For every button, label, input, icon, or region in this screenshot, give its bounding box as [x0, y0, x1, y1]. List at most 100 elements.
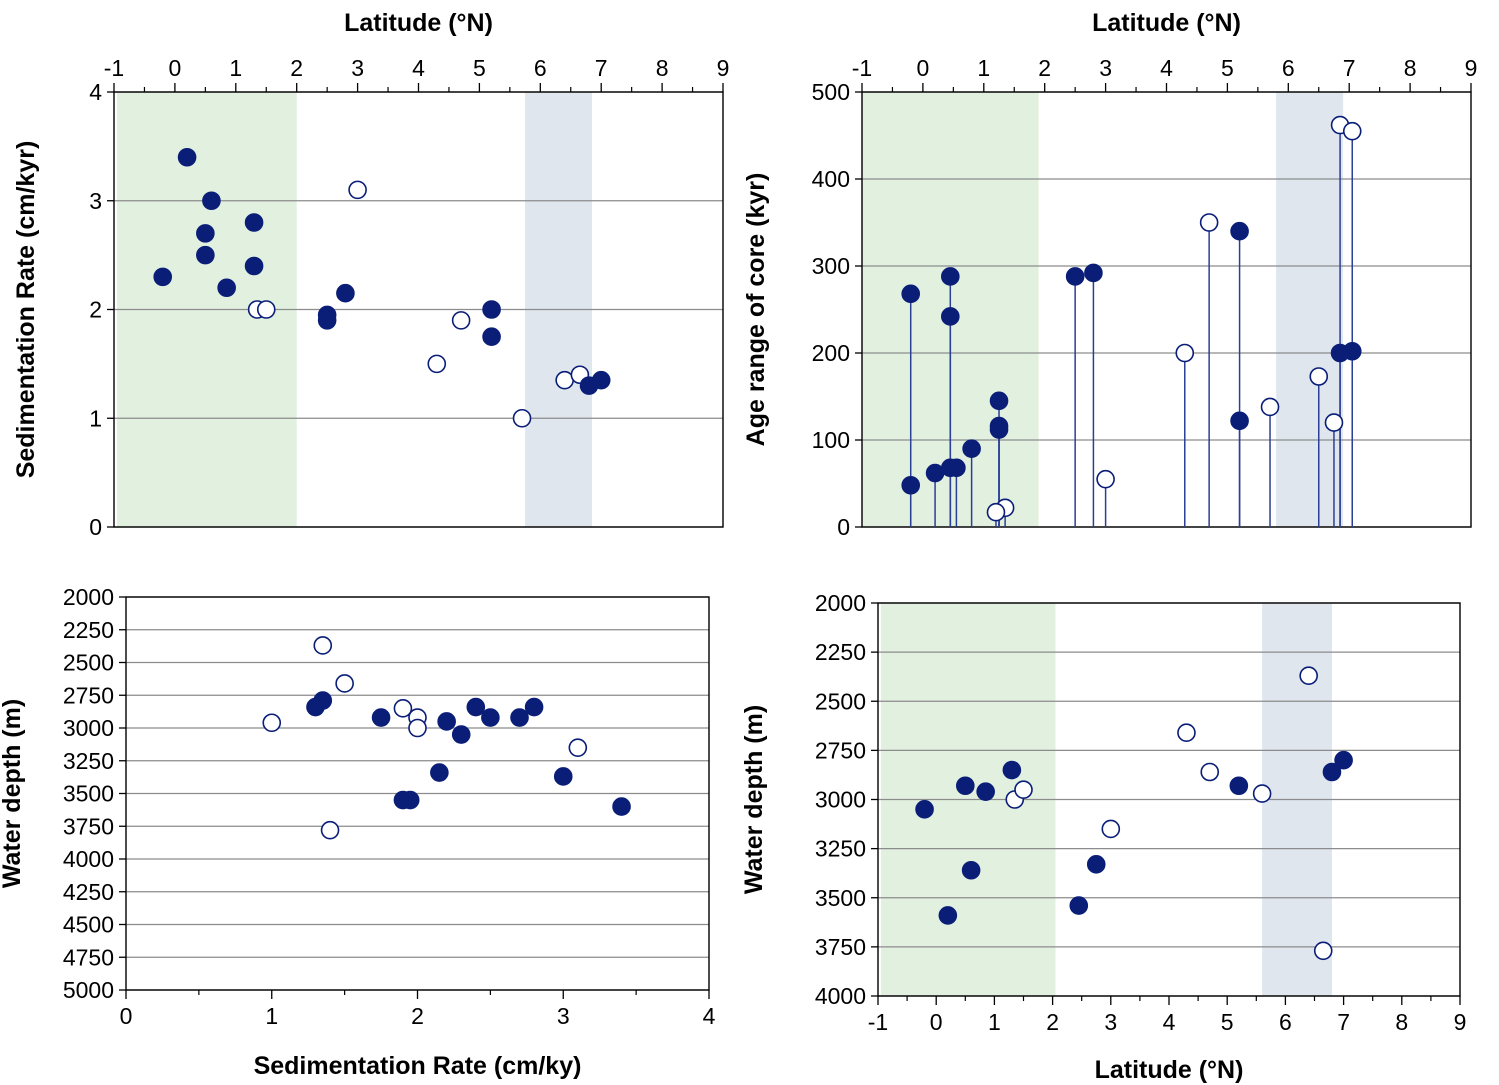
y-tick-label: 0 [89, 514, 102, 540]
filled-data-point [1084, 263, 1103, 283]
x-tick-label: 2 [1038, 55, 1051, 81]
blue-shaded-band [1276, 92, 1344, 527]
y-axis-title: Water depth (m) [0, 699, 26, 888]
filled-data-point [1086, 855, 1106, 874]
filled-data-point [153, 267, 173, 287]
x-tick-label: -1 [104, 55, 124, 81]
plot-frame [861, 91, 1472, 528]
filled-data-point [466, 697, 486, 717]
filled-data-point [553, 767, 573, 786]
y-tick-label: 4000 [63, 846, 114, 872]
open-data-point [256, 300, 276, 319]
x-axis-title: Latitude (°N) [1092, 9, 1241, 37]
x-tick-label: 8 [1395, 1009, 1408, 1035]
filled-data-point [177, 147, 197, 167]
y-tick-label: 1 [89, 405, 102, 431]
open-data-point [512, 408, 532, 428]
y-tick-label: 100 [812, 427, 850, 453]
water-depth-vs-sedimentation-rate-chart: 2000225025002750300032503500375040004250… [0, 584, 716, 1080]
filled-data-point [400, 790, 420, 810]
filled-data-point [482, 300, 501, 319]
filled-data-point [524, 697, 544, 717]
open-data-point [1199, 213, 1219, 232]
y-tick-label: 2750 [63, 682, 114, 708]
x-tick-label: 5 [473, 55, 486, 81]
open-data-point [1101, 819, 1121, 839]
x-tick-label: 1 [229, 55, 242, 81]
x-tick-label: 6 [1282, 55, 1295, 81]
open-data-point [408, 718, 427, 738]
y-tick-label: 500 [812, 79, 850, 105]
y-axis-title: Sedimentation Rate (cm/kyr) [12, 141, 40, 479]
x-tick-label: 0 [917, 55, 930, 81]
filled-data-point [612, 797, 631, 816]
plot-frame [113, 91, 724, 528]
y-tick-label: 3000 [815, 787, 866, 813]
y-tick-label: 2500 [815, 688, 866, 714]
y-tick-label: 3500 [815, 885, 866, 911]
open-data-point [1096, 469, 1115, 489]
filled-data-point [1065, 267, 1085, 286]
x-tick-label: 9 [717, 55, 730, 81]
filled-data-point [1230, 411, 1249, 431]
x-tick-label: 2 [411, 1003, 424, 1029]
open-data-point [1252, 784, 1272, 803]
x-tick-label: 3 [1099, 55, 1112, 81]
filled-data-point [244, 256, 264, 276]
y-tick-label: 200 [812, 340, 850, 366]
filled-data-point [1322, 762, 1342, 782]
filled-data-point [451, 725, 471, 744]
x-axis-title: Sedimentation Rate (cm/ky) [254, 1052, 582, 1080]
y-axis-title: Age range of core (kyr) [742, 173, 770, 447]
open-data-point [1324, 413, 1344, 432]
open-data-point [335, 674, 354, 693]
x-tick-label: 8 [656, 55, 669, 81]
y-tick-label: 2250 [815, 639, 866, 665]
filled-data-point [976, 782, 995, 801]
y-tick-label: 3250 [815, 836, 866, 862]
filled-data-point [202, 191, 221, 211]
filled-data-point [955, 776, 975, 796]
filled-data-point [430, 763, 449, 782]
y-tick-label: 2000 [815, 590, 866, 616]
y-tick-label: 2250 [63, 617, 114, 643]
x-tick-label: 4 [412, 55, 425, 81]
x-tick-label: 1 [265, 1003, 278, 1029]
filled-data-point [961, 860, 981, 880]
y-tick-label: 5000 [63, 977, 114, 1003]
open-data-point [568, 738, 588, 757]
x-axis-title: Latitude (°N) [344, 9, 493, 37]
filled-data-point [989, 391, 1009, 411]
filled-data-point [510, 708, 529, 727]
x-tick-label: 7 [1343, 55, 1356, 81]
y-tick-label: 2750 [815, 737, 866, 763]
y-tick-label: 2500 [63, 650, 114, 676]
x-tick-label: 0 [169, 55, 182, 81]
filled-data-point [925, 463, 945, 483]
y-tick-label: 2 [89, 297, 102, 323]
y-axis-title: Water depth (m) [740, 705, 768, 894]
open-data-point [348, 180, 367, 200]
filled-data-point [1342, 341, 1362, 361]
y-tick-label: 4000 [815, 983, 866, 1009]
open-data-point [393, 699, 413, 718]
y-tick-label: 4 [89, 79, 102, 105]
filled-data-point [591, 370, 611, 390]
x-tick-label: 9 [1465, 55, 1478, 81]
y-tick-label: 4500 [63, 912, 114, 938]
open-data-point [1014, 780, 1033, 799]
x-tick-label: 3 [557, 1003, 570, 1029]
filled-data-point [947, 458, 966, 478]
filled-data-point [244, 213, 264, 232]
x-tick-label: 8 [1404, 55, 1417, 81]
x-tick-label: 4 [1160, 55, 1173, 81]
y-tick-label: 3000 [63, 715, 114, 741]
x-tick-label: 5 [1221, 1009, 1234, 1035]
filled-data-point [317, 311, 337, 330]
open-data-point [313, 636, 333, 655]
open-data-point [1309, 367, 1329, 386]
filled-data-point [196, 224, 215, 243]
open-data-point [1175, 343, 1195, 363]
filled-data-point [217, 278, 236, 298]
open-data-point [1299, 666, 1318, 686]
